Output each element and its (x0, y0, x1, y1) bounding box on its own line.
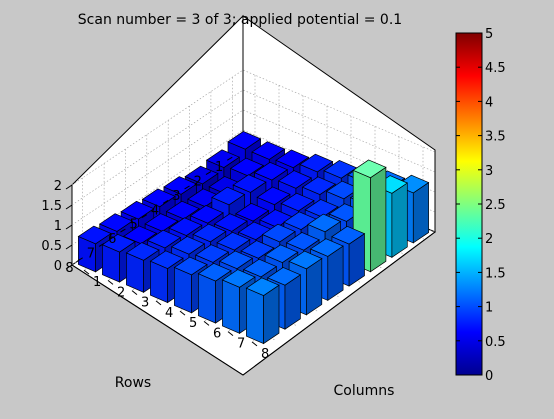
columns-axis-line (242, 231, 436, 376)
colorbar-tick-label: 4.5 (485, 61, 506, 76)
z-tick-mark (65, 224, 73, 230)
column-tick-mark (107, 279, 114, 285)
rows-axis-line (71, 264, 244, 376)
row-tick-label: 6 (108, 232, 116, 247)
column-tick-label: 4 (165, 306, 173, 321)
row-tick-mark (141, 214, 148, 219)
columns-axis-label: Columns (334, 383, 395, 399)
row-tick-label: 2 (194, 175, 202, 190)
column-tick-mark (131, 290, 138, 296)
chart-title: Scan number = 3 of 3; applied potential … (78, 12, 402, 28)
colorbar-tick-label: 3.5 (485, 130, 506, 145)
row-tick-mark (205, 171, 212, 175)
row-tick-mark (184, 185, 190, 190)
column-tick-mark (155, 300, 162, 306)
z-tick-label: 1 (54, 219, 62, 234)
column-tick-mark (179, 310, 186, 316)
colorbar (455, 32, 483, 376)
column-tick-label: 3 (141, 296, 149, 311)
rows-axis-label: Rows (115, 375, 151, 391)
row-tick-label: 3 (172, 189, 180, 204)
colorbar-ticks: 0 0.5 1 1.5 2 2.5 3 3.5 4 4.5 5 (456, 27, 506, 384)
colorbar-tick-label: 1.5 (485, 266, 506, 281)
colorbar-tick-label: 2.5 (485, 198, 506, 213)
z-tick-label: 0 (54, 259, 62, 274)
row-tick-label: 5 (130, 218, 138, 233)
colorbar-tick-label: 3 (485, 164, 493, 179)
column-tick-label: 6 (213, 326, 221, 341)
row-tick-label: 7 (87, 246, 95, 261)
z-tick-label: 2 (54, 179, 62, 194)
row-tick-mark (227, 156, 233, 161)
bar-r8-c8 (245, 277, 280, 345)
row-tick-mark (120, 228, 126, 233)
row-tick-label: 8 (65, 261, 73, 276)
colorbar-tick-label: 2 (485, 232, 493, 247)
bars (77, 131, 430, 345)
z-tick-mark (65, 184, 73, 190)
z-tick-mark (65, 264, 73, 270)
z-tick-label: 1.5 (41, 199, 62, 214)
row-tick-mark (98, 243, 105, 247)
row-tick-label: 1 (215, 160, 223, 175)
column-tick-label: 5 (189, 316, 197, 331)
column-tick-label: 1 (93, 275, 101, 290)
column-tick-mark (83, 269, 90, 275)
z-tick-mark (65, 204, 73, 210)
colorbar-tick-label: 0 (485, 369, 493, 384)
column-tick-mark (227, 331, 234, 337)
column-tick-mark (203, 320, 210, 326)
colorbar-tick-label: 1 (485, 301, 493, 316)
column-tick-mark (251, 341, 258, 347)
z-tick-label: 0.5 (41, 239, 62, 254)
row-tick-mark (162, 199, 169, 204)
row-tick-label: 4 (151, 203, 159, 218)
colorbar-tick-label: 0.5 (485, 335, 506, 350)
column-tick-label: 7 (237, 337, 245, 352)
column-tick-label: 2 (117, 285, 125, 300)
z-tick-mark (65, 244, 73, 250)
column-tick-label: 8 (261, 347, 269, 362)
colorbar-tick-label: 5 (485, 27, 493, 42)
row-tick-mark (77, 257, 83, 262)
colorbar-tick-label: 4 (485, 95, 493, 110)
